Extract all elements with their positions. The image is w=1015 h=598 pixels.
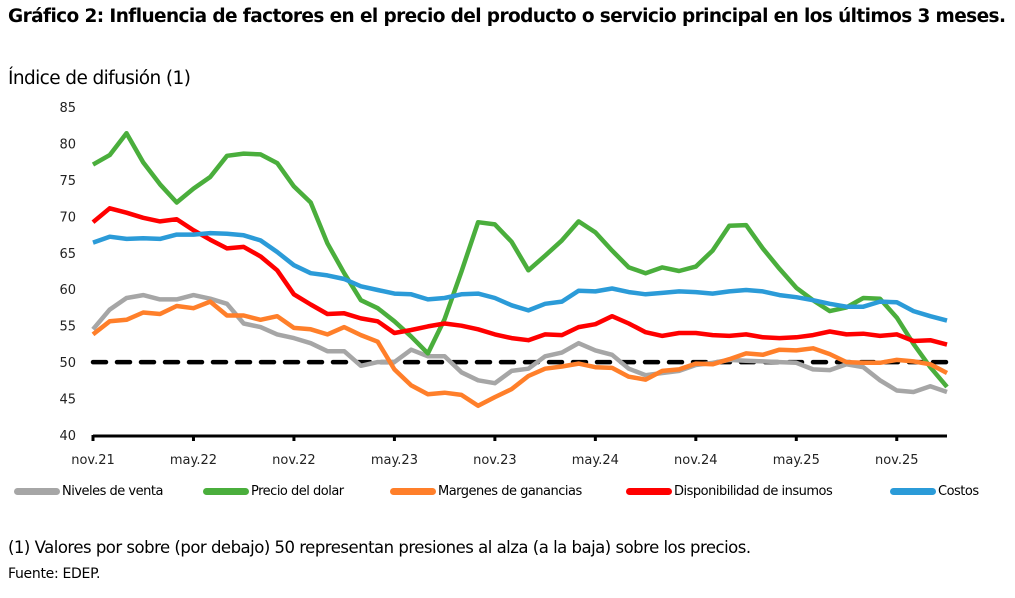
y-tick-label: 70 xyxy=(59,210,76,225)
y-tick-label: 65 xyxy=(59,247,76,262)
chart-legend: Niveles de venta Precio del dolar Margenes… xyxy=(0,484,1015,504)
x-tick-label: may.24 xyxy=(572,453,619,468)
x-tick-label: nov.25 xyxy=(875,453,919,468)
series-line-precio-del-dolar xyxy=(91,130,949,389)
legend-item: Costos xyxy=(890,484,979,499)
legend-label: Precio del dolar xyxy=(251,484,344,499)
legend-swatch xyxy=(626,488,672,495)
y-tick-label: 75 xyxy=(59,174,76,189)
source-note: Fuente: EDEP. xyxy=(8,566,101,582)
chart-title: Gráfico 2: Influencia de factores en el … xyxy=(8,6,1006,27)
legend-swatch xyxy=(203,488,249,495)
x-tick-label: may.25 xyxy=(773,453,820,468)
y-tick-label: 55 xyxy=(59,320,76,335)
legend-item: Margenes de ganancias xyxy=(390,484,582,499)
x-tick-label: nov.21 xyxy=(71,453,115,468)
y-tick-label: 40 xyxy=(59,429,76,444)
legend-item: Niveles de venta xyxy=(14,484,163,499)
y-tick-label: 80 xyxy=(59,137,76,152)
x-tick-label: nov.23 xyxy=(473,453,517,468)
series-lines xyxy=(91,130,949,409)
y-tick-label: 85 xyxy=(59,101,76,116)
legend-swatch xyxy=(390,488,436,495)
y-tick-label: 50 xyxy=(59,356,76,371)
legend-swatch xyxy=(14,488,60,495)
x-axis: nov.21 may.22 nov.22 may.23 nov.23 may.24 nov.… xyxy=(71,434,947,468)
legend-label: Costos xyxy=(938,484,979,499)
legend-item: Disponibilidad de insumos xyxy=(626,484,833,499)
x-tick-label: nov.24 xyxy=(674,453,718,468)
x-tick-label: nov.22 xyxy=(272,453,316,468)
series-line-disponibilidad-de-insumos xyxy=(91,206,948,347)
legend-swatch xyxy=(890,488,936,495)
y-tick-label: 60 xyxy=(59,283,76,298)
y-axis: 40 45 50 55 60 65 70 75 80 85 xyxy=(59,101,76,444)
legend-label: Disponibilidad de insumos xyxy=(674,484,833,499)
series-line-costos xyxy=(92,230,948,323)
x-tick-label: may.22 xyxy=(170,453,217,468)
legend-item: Precio del dolar xyxy=(203,484,344,499)
legend-label: Niveles de venta xyxy=(62,484,163,499)
y-tick-label: 45 xyxy=(59,393,76,408)
legend-label: Margenes de ganancias xyxy=(438,484,582,499)
x-tick-label: may.23 xyxy=(371,453,418,468)
y-axis-title: Índice de difusión (1) xyxy=(8,68,191,89)
series-line-margenes-de-ganancias xyxy=(91,299,949,409)
line-chart: 40 45 50 55 60 65 70 75 80 85 nov.21 may.22 nov.22 m… xyxy=(59,101,950,468)
footnote: (1) Valores por sobre (por debajo) 50 re… xyxy=(8,538,751,557)
